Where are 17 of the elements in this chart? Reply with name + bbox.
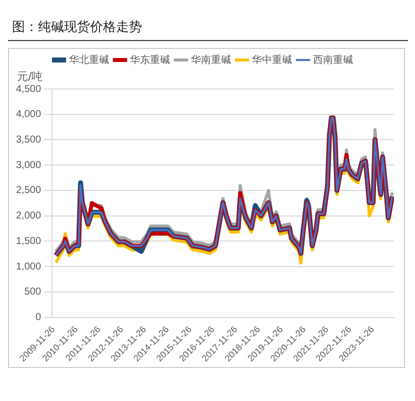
legend-label: 华北重碱 (69, 54, 109, 66)
y-tick-label: 4,000 (16, 109, 42, 120)
y-tick-label: 1,500 (16, 236, 42, 247)
legend-label: 华中重碱 (252, 54, 292, 66)
legend-label: 西南重碱 (313, 54, 353, 66)
legend-label: 华东重碱 (130, 54, 170, 66)
y-tick-label: 3,000 (16, 160, 42, 171)
y-tick-label: 0 (35, 312, 42, 324)
legend-label: 华南重碱 (191, 54, 231, 66)
y-axis-title: 元/吨 (17, 70, 43, 83)
y-tick-label: 3,500 (16, 134, 42, 146)
y-tick-label: 2,500 (16, 185, 42, 196)
y-tick-label: 4,500 (16, 84, 42, 95)
chart-title: 图：纯碱现货价格走势 (12, 19, 142, 36)
y-tick-label: 1,000 (16, 261, 42, 272)
y-tick-label: 2,000 (16, 210, 42, 222)
y-tick-label: 500 (24, 286, 42, 298)
